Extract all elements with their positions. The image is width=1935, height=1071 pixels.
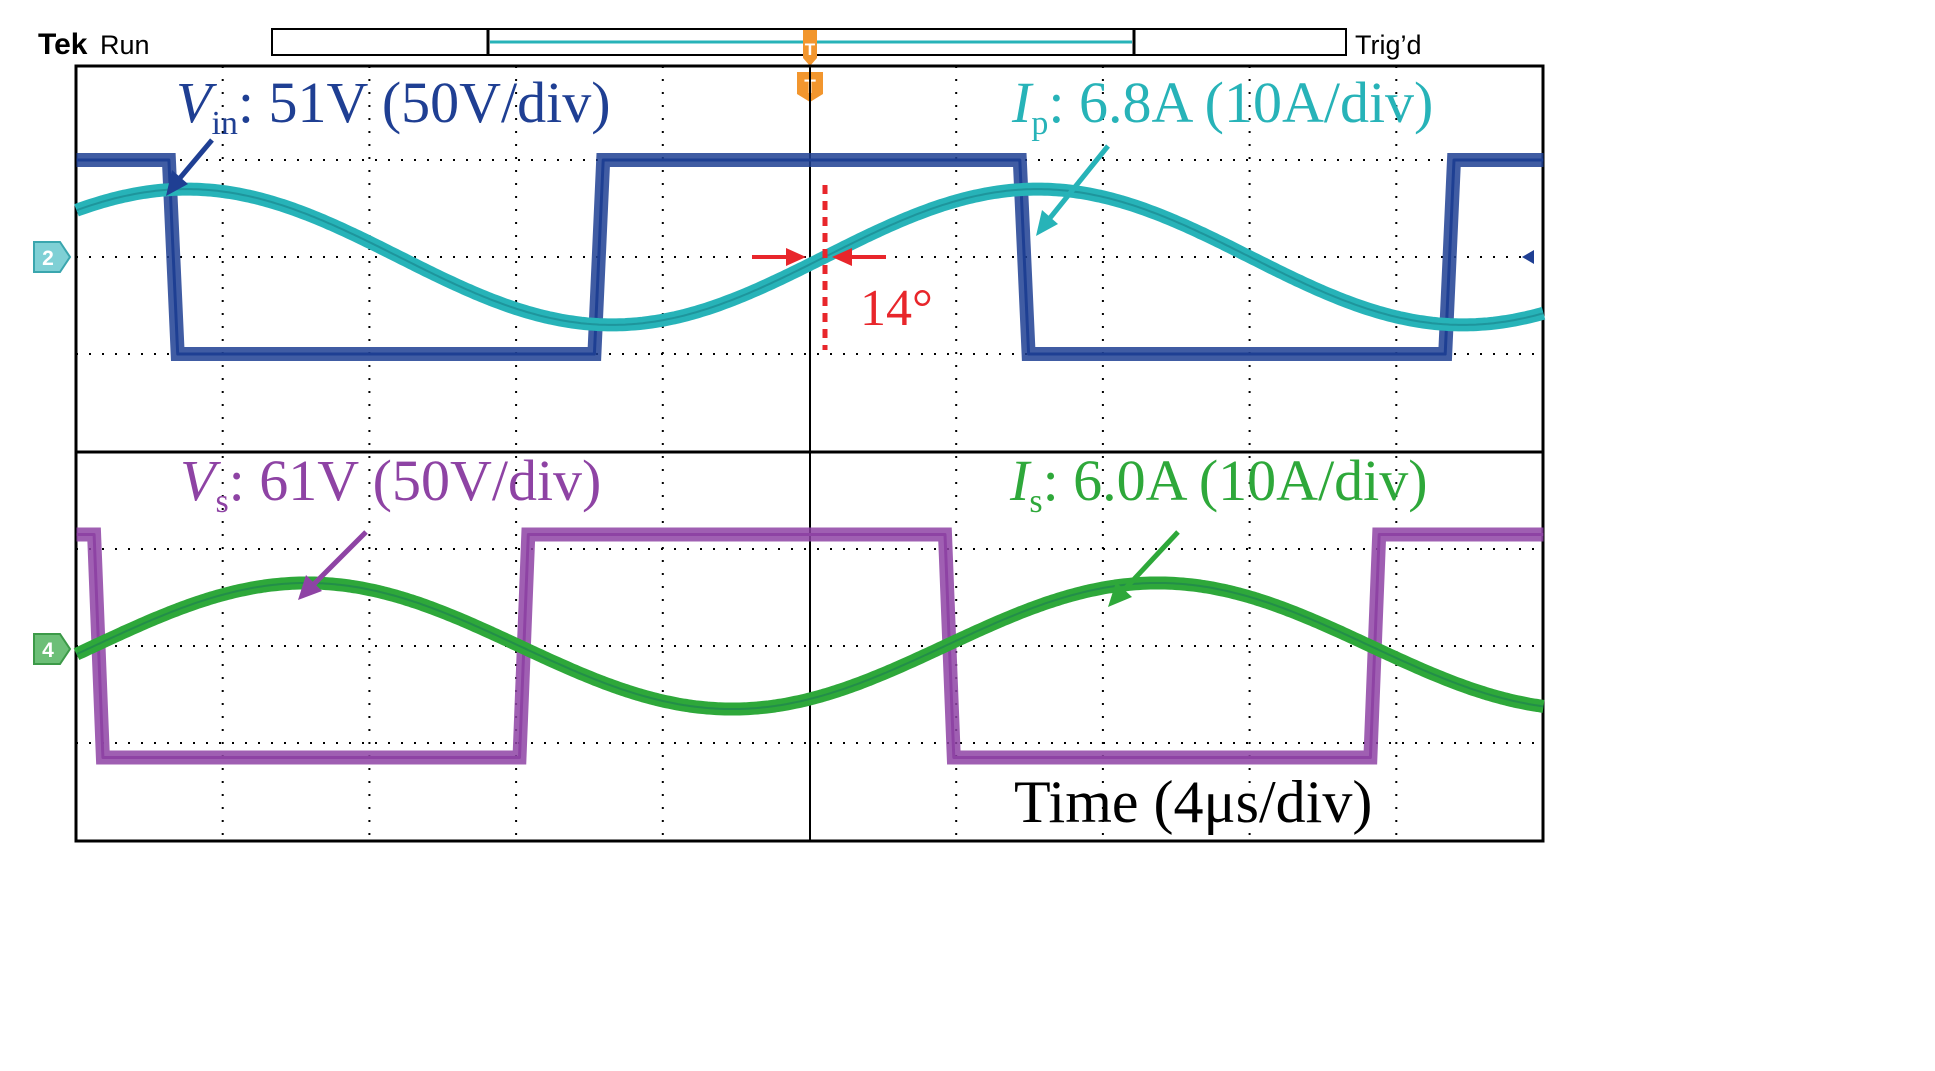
- ip-pointer-arrow: [1036, 144, 1110, 236]
- channel-2-marker[interactable]: 2: [33, 241, 72, 273]
- brand-label: Tek: [38, 28, 88, 61]
- channel-4-label: 4: [42, 639, 54, 662]
- vin-pointer-arrow: [166, 138, 214, 196]
- vin-label: Vin: 51V (50V/div): [176, 70, 611, 142]
- is-waveform-core: [76, 582, 1544, 710]
- phase-arrow-right-icon: [832, 248, 852, 266]
- reference-offscreen-icon: [1522, 250, 1534, 264]
- is-waveform: [72, 576, 1548, 716]
- ip-waveform-core: [76, 188, 1544, 326]
- waveforms: [72, 153, 1548, 765]
- is-pointer-arrow: [1108, 530, 1180, 607]
- ip-label: Ip: 6.8A (10A/div): [1011, 70, 1433, 142]
- time-axis-label: Time (4μs/div): [1014, 769, 1372, 835]
- trigger-state: Trig’d: [1355, 30, 1422, 60]
- phase-arrow-left-icon: [786, 248, 806, 266]
- channel-2-label: 2: [42, 247, 54, 270]
- vin-waveform-envelope: [76, 153, 1544, 361]
- is-label: Is: 6.0A (10A/div): [1009, 448, 1428, 520]
- ip-waveform: [72, 182, 1548, 332]
- trigger-position-marker[interactable]: T: [803, 30, 817, 66]
- vs-label: Vs: 61V (50V/div): [180, 448, 601, 520]
- channel-4-marker[interactable]: 4: [33, 633, 72, 665]
- run-state: Run: [100, 30, 150, 60]
- trigger-marker-label-top: T: [805, 40, 816, 59]
- vs-pointer-arrow: [298, 530, 368, 600]
- phase-angle-label: 14°: [860, 280, 933, 337]
